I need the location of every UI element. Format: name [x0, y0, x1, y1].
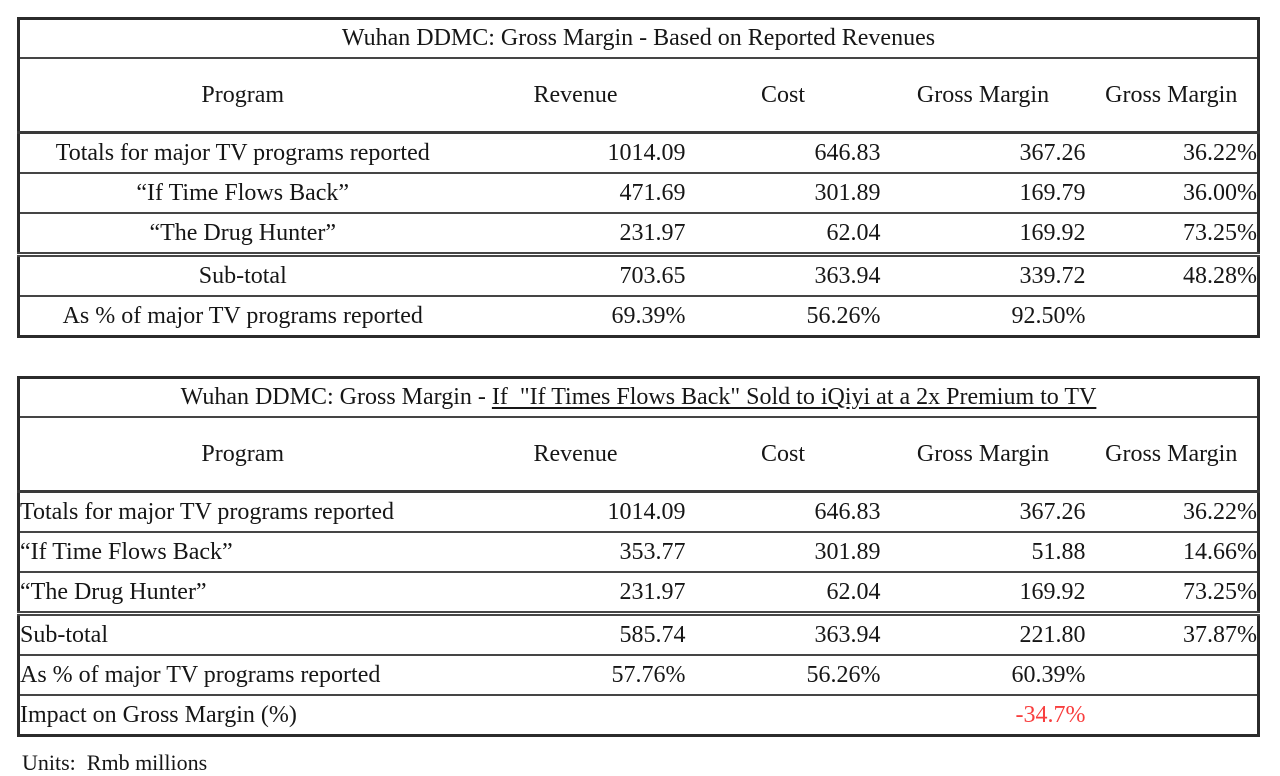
revenue-cell: 231.97 [465, 571, 686, 614]
gross-margin-cell: 169.92 [880, 212, 1086, 255]
gross-margin-pct-cell [1085, 295, 1259, 337]
gross-margin-pct-cell: 37.87% [1085, 611, 1259, 655]
cost-cell: 363.94 [685, 611, 881, 655]
cost-cell: 62.04 [685, 212, 881, 255]
table-title-underlined: If "If Times Flows Back" Sold to iQiyi a… [491, 384, 1097, 410]
column-header-revenue: Revenue [465, 57, 686, 133]
revenue-cell: 1014.09 [465, 131, 686, 173]
program-cell: Impact on Gross Margin (%) [18, 694, 466, 736]
cost-cell: 62.04 [685, 571, 881, 614]
table-row-as-percent: As % of major TV programs reported 69.39… [18, 295, 1259, 337]
column-header-row: Program Revenue Cost Gross Margin Gross … [18, 57, 1259, 133]
cost-cell: 301.89 [685, 172, 881, 213]
gross-margin-pct-cell [1085, 654, 1259, 695]
program-cell: “The Drug Hunter” [18, 571, 466, 614]
program-cell: Sub-total [18, 611, 466, 655]
column-header-gross-margin: Gross Margin [880, 416, 1086, 492]
cost-cell: 301.89 [685, 531, 881, 572]
revenue-cell: 69.39% [465, 295, 686, 337]
gross-margin-table-iqiyi-scenario: Wuhan DDMC: Gross Margin - If "If Times … [17, 376, 1260, 737]
table-row-drug-hunter: “The Drug Hunter” 231.97 62.04 169.92 73… [18, 571, 1259, 614]
gross-margin-cell: 339.72 [880, 252, 1086, 296]
column-header-gross-margin: Gross Margin [880, 57, 1086, 133]
table-row-totals: Totals for major TV programs reported 10… [18, 131, 1259, 173]
revenue-cell: 353.77 [465, 531, 686, 572]
table-title-row: Wuhan DDMC: Gross Margin - If "If Times … [19, 378, 1259, 418]
units-note: Units: Rmb millions [22, 750, 208, 775]
table-row-impact: Impact on Gross Margin (%) -34.7% [18, 694, 1259, 736]
column-header-gross-margin-pct: Gross Margin [1085, 57, 1259, 133]
gross-margin-pct-cell: 48.28% [1085, 252, 1259, 296]
gross-margin-cell: 367.26 [880, 490, 1086, 532]
column-header-revenue: Revenue [465, 416, 686, 492]
revenue-cell [465, 694, 686, 736]
revenue-cell: 57.76% [465, 654, 686, 695]
gross-margin-pct-cell: 73.25% [1085, 212, 1259, 255]
gross-margin-cell: 169.79 [880, 172, 1086, 213]
gross-margin-cell: 169.92 [880, 571, 1086, 614]
program-cell: “If Time Flows Back” [18, 172, 466, 213]
revenue-cell: 231.97 [465, 212, 686, 255]
cost-cell: 646.83 [685, 490, 881, 532]
column-header-cost: Cost [685, 416, 881, 492]
cost-cell: 56.26% [685, 654, 881, 695]
table-row-subtotal: Sub-total 703.65 363.94 339.72 48.28% [18, 252, 1259, 296]
cost-cell [685, 694, 881, 736]
gross-margin-impact-cell: -34.7% [880, 694, 1086, 736]
cost-cell: 56.26% [685, 295, 881, 337]
table-row-subtotal: Sub-total 585.74 363.94 221.80 37.87% [18, 611, 1259, 655]
revenue-cell: 585.74 [465, 611, 686, 655]
table-row-if-time-flows-back: “If Time Flows Back” 471.69 301.89 169.7… [18, 172, 1259, 213]
gross-margin-cell: 60.39% [880, 654, 1086, 695]
column-header-cost: Cost [685, 57, 881, 133]
program-cell: “If Time Flows Back” [18, 531, 466, 572]
cost-cell: 646.83 [685, 131, 881, 173]
cost-cell: 363.94 [685, 252, 881, 296]
table-title-prefix: Wuhan DDMC: Gross Margin - [180, 384, 492, 410]
gross-margin-pct-cell: 14.66% [1085, 531, 1259, 572]
table-title: Wuhan DDMC: Gross Margin - Based on Repo… [341, 25, 936, 51]
column-header-gross-margin-pct: Gross Margin [1085, 416, 1259, 492]
gross-margin-cell: 51.88 [880, 531, 1086, 572]
program-cell: Sub-total [18, 252, 466, 296]
column-header-row: Program Revenue Cost Gross Margin Gross … [18, 416, 1259, 492]
table-row-totals: Totals for major TV programs reported 10… [18, 490, 1259, 532]
gross-margin-cell: 367.26 [880, 131, 1086, 173]
gross-margin-pct-cell [1085, 694, 1259, 736]
gross-margin-table-reported: Wuhan DDMC: Gross Margin - Based on Repo… [17, 17, 1260, 338]
table-row-if-time-flows-back: “If Time Flows Back” 353.77 301.89 51.88… [18, 531, 1259, 572]
table-title: Wuhan DDMC: Gross Margin - If "If Times … [19, 378, 1259, 418]
program-cell: Totals for major TV programs reported [18, 131, 466, 173]
table-title-row: Wuhan DDMC: Gross Margin - Based on Repo… [19, 19, 1259, 59]
revenue-cell: 703.65 [465, 252, 686, 296]
gross-margin-pct-cell: 73.25% [1085, 571, 1259, 614]
revenue-cell: 471.69 [465, 172, 686, 213]
column-header-program: Program [18, 416, 466, 492]
table-row-drug-hunter: “The Drug Hunter” 231.97 62.04 169.92 73… [18, 212, 1259, 255]
program-cell: As % of major TV programs reported [18, 654, 466, 695]
gross-margin-pct-cell: 36.22% [1085, 490, 1259, 532]
gross-margin-cell: 92.50% [880, 295, 1086, 337]
program-cell: Totals for major TV programs reported [18, 490, 466, 532]
revenue-cell: 1014.09 [465, 490, 686, 532]
program-cell: “The Drug Hunter” [18, 212, 466, 255]
gross-margin-pct-cell: 36.00% [1085, 172, 1259, 213]
gross-margin-cell: 221.80 [880, 611, 1086, 655]
table-row-as-percent: As % of major TV programs reported 57.76… [18, 654, 1259, 695]
column-header-program: Program [18, 57, 466, 133]
program-cell: As % of major TV programs reported [18, 295, 466, 337]
gross-margin-pct-cell: 36.22% [1085, 131, 1259, 173]
